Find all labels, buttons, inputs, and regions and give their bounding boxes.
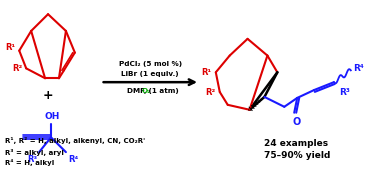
- Text: +: +: [43, 89, 53, 102]
- Text: R⁴: R⁴: [68, 155, 78, 164]
- Text: OH: OH: [44, 112, 60, 121]
- Text: R³: R³: [339, 88, 350, 97]
- Text: O: O: [292, 117, 301, 127]
- Text: 75–90% yield: 75–90% yield: [265, 151, 331, 160]
- Text: O₂: O₂: [142, 88, 151, 94]
- Text: R¹: R¹: [202, 68, 212, 77]
- Text: R³: R³: [27, 155, 37, 164]
- Text: (1 atm): (1 atm): [146, 88, 178, 94]
- Text: DMF,: DMF,: [127, 88, 149, 94]
- Text: R⁴: R⁴: [353, 64, 364, 73]
- Text: R²: R²: [12, 64, 22, 73]
- Text: R¹, R² = H, alkyl, alkenyl, CN, CO₂R': R¹, R² = H, alkyl, alkenyl, CN, CO₂R': [5, 137, 146, 144]
- Text: PdCl₂ (5 mol %): PdCl₂ (5 mol %): [119, 61, 182, 68]
- Text: R³ = alkyl, aryl: R³ = alkyl, aryl: [5, 149, 64, 156]
- Text: R²: R²: [206, 88, 216, 97]
- Text: R¹: R¹: [5, 43, 15, 52]
- Text: R⁴ = H, alkyl: R⁴ = H, alkyl: [5, 159, 54, 166]
- Text: 24 examples: 24 examples: [265, 139, 328, 148]
- Text: LiBr (1 equiv.): LiBr (1 equiv.): [121, 71, 179, 77]
